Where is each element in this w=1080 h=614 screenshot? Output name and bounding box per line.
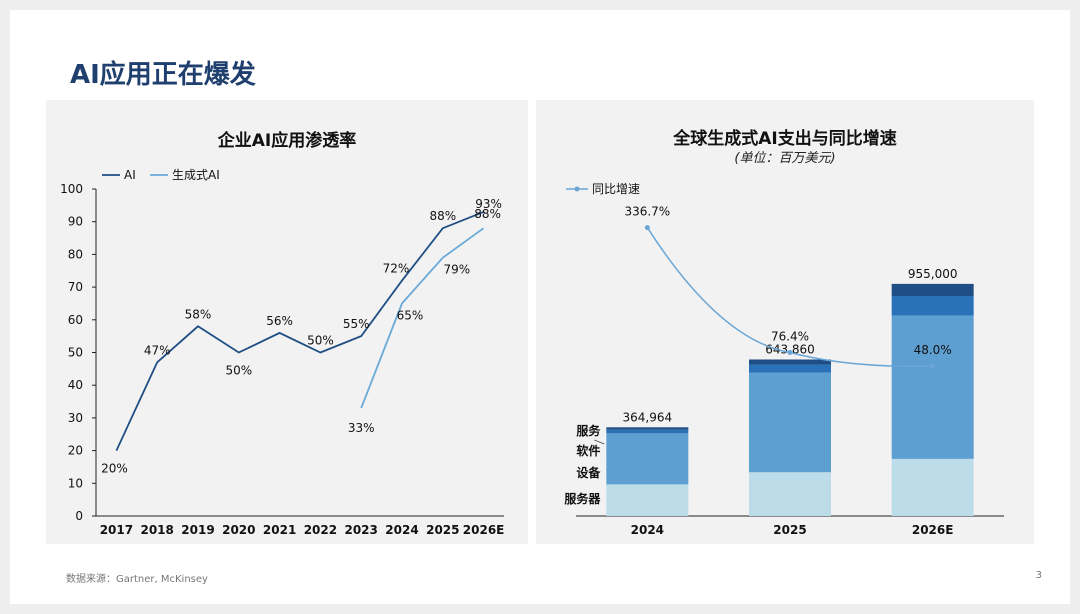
data-label: 33% (348, 421, 375, 435)
legend-label: AI (124, 168, 136, 182)
bar-segment-software (606, 429, 689, 434)
data-source-note: 数据来源：Gartner, McKinsey (66, 574, 208, 585)
series-line-ai (115, 211, 484, 451)
penetration-chart-panel: 企业AI应用渗透率 0 10 20 30 40 50 60 70 80 90 100 2017 2018… (46, 100, 528, 544)
series-line-genai (360, 227, 485, 409)
spending-chart-subtitle: (单位：百万美元) (734, 151, 836, 166)
bar-segment-software (891, 296, 974, 316)
bar-segment-devices (606, 433, 689, 485)
penetration-line-chart: 0 10 20 30 40 50 60 70 80 90 100 2017 2018 2019 2020 20… (60, 168, 505, 537)
x-tick-label: 2023 (344, 523, 377, 537)
bar-segment-software (749, 364, 831, 373)
data-label: 47% (144, 343, 171, 357)
x-tick-label: 2021 (263, 523, 296, 537)
bar-segment-devices (891, 315, 974, 459)
x-tick-label: 2017 (100, 523, 133, 537)
bar-segment-servers (606, 484, 689, 516)
bar-segment-servers (891, 458, 974, 516)
y-tick-label: 80 (68, 247, 83, 261)
legend-label: 同比增速 (592, 182, 640, 196)
x-tick-label: 2025 (773, 523, 806, 537)
y-tick-label: 30 (68, 411, 83, 425)
y-tick-label: 0 (75, 509, 83, 523)
y-tick-label: 20 (68, 444, 83, 458)
growth-label: 76.4% (771, 330, 809, 344)
bar-segment-services (891, 283, 974, 297)
growth-label: 48.0% (914, 343, 952, 357)
growth-point (644, 225, 650, 231)
bar-total-label: 643,860 (765, 342, 815, 356)
data-label: 72% (383, 262, 410, 276)
y-tick-label: 50 (68, 346, 83, 360)
bar-total-label: 364,964 (623, 410, 673, 424)
data-label: 20% (101, 462, 128, 476)
stack-series-label: 服务器 (564, 491, 601, 506)
data-label: 65% (397, 308, 424, 322)
penetration-chart-title: 企业AI应用渗透率 (217, 131, 357, 151)
data-label: 88% (474, 207, 501, 221)
x-tick-label: 2018 (140, 523, 173, 537)
x-tick-label: 2026E (463, 523, 505, 537)
data-label: 56% (266, 314, 293, 328)
y-tick-label: 40 (68, 378, 83, 392)
spending-chart-panel: 全球生成式AI支出与同比增速 (单位：百万美元) 364,964 2024 643,… (536, 100, 1034, 544)
y-tick-label: 10 (68, 476, 83, 490)
data-label: 88% (429, 209, 456, 223)
legend-label: 生成式AI (172, 168, 220, 182)
growth-point (930, 363, 936, 369)
x-tick-label: 2025 (426, 523, 459, 537)
data-label: 50% (307, 334, 334, 348)
bar-segment-servers (749, 472, 831, 516)
bar-total-label: 955,000 (908, 267, 958, 281)
spending-bar-chart: 364,964 2024 643,860 2025 955,000 2026E 服务器 设备 软… (564, 182, 1004, 537)
spending-chart-title: 全球生成式AI支出与同比增速 (673, 129, 897, 149)
x-tick-label: 2024 (385, 523, 418, 537)
x-tick-label: 2022 (304, 523, 337, 537)
y-tick-label: 90 (68, 215, 83, 229)
bar-segment-devices (749, 372, 831, 473)
stack-series-label: 设备 (576, 465, 601, 480)
growth-label: 336.7% (624, 205, 670, 219)
bar-segment-services (606, 427, 689, 430)
stack-series-label: 软件 (576, 443, 600, 458)
x-tick-label: 2020 (222, 523, 255, 537)
y-tick-label: 70 (68, 280, 83, 294)
data-label: 79% (443, 263, 470, 277)
bar-segment-services (749, 359, 831, 365)
y-tick-label: 60 (68, 313, 83, 327)
x-tick-label: 2019 (181, 523, 214, 537)
data-label: 93% (475, 197, 502, 211)
y-tick-label: 100 (60, 182, 83, 196)
stack-series-label: 服务 (576, 423, 601, 438)
page-number: 3 (1035, 570, 1042, 581)
data-label: 55% (343, 317, 370, 331)
data-label: 58% (185, 307, 212, 321)
legend-marker (574, 186, 580, 192)
page-title: AI应用正在爆发 (70, 60, 256, 90)
x-tick-label: 2026E (912, 523, 954, 537)
growth-point (787, 350, 793, 356)
data-label: 50% (225, 364, 252, 378)
stack-label-connector (594, 439, 605, 445)
x-tick-label: 2024 (631, 523, 664, 537)
slide: AI应用正在爆发 企业AI应用渗透率 0 10 20 30 40 50 60 70 80 90 10… (10, 10, 1070, 604)
